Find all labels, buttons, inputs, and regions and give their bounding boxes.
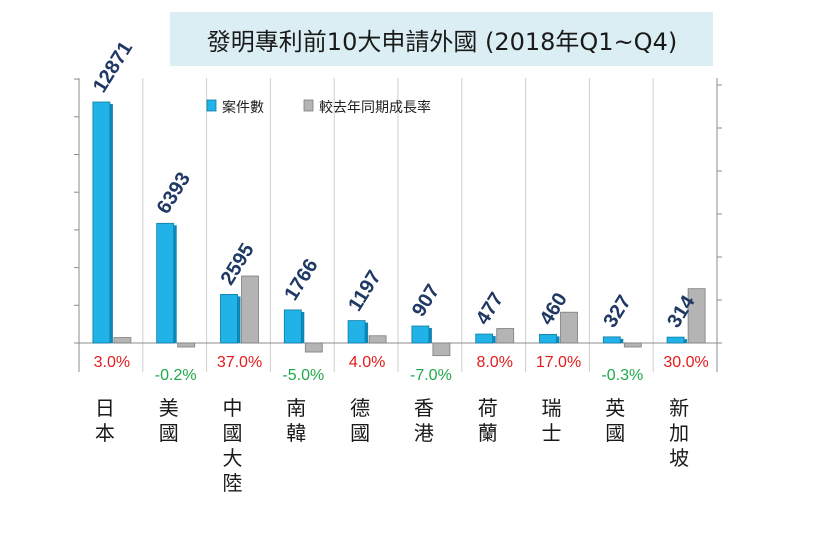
data-label-count: 1197 <box>344 267 386 315</box>
bar-growth <box>623 342 642 348</box>
category-label: 士 <box>542 421 562 445</box>
bar-growth <box>241 275 259 344</box>
category-label: 新 <box>669 396 689 420</box>
legend-swatch-growth <box>303 99 314 112</box>
category-label: 英 <box>605 396 625 420</box>
bar-count <box>220 294 238 344</box>
category-label: 香 <box>414 396 434 420</box>
category-label: 加 <box>669 421 689 445</box>
gridlines <box>142 78 654 372</box>
category-label: 蘭 <box>478 421 498 445</box>
category-label: 國 <box>350 421 370 445</box>
bar-growth <box>177 342 196 348</box>
bar-count-side <box>492 336 496 343</box>
data-label-growth: 30.0% <box>663 354 708 371</box>
category-label: 坡 <box>669 446 689 470</box>
category-label: 陸 <box>223 471 243 495</box>
category-label: 瑞 <box>542 396 562 420</box>
data-label-count: 6393 <box>153 169 195 218</box>
data-label-growth: -5.0% <box>282 367 324 384</box>
bar-count-side <box>620 338 624 343</box>
category-label: 日 <box>95 396 115 420</box>
legend-label-count: 案件數 <box>222 99 264 116</box>
category-label: 國 <box>223 421 243 445</box>
bar-count <box>411 325 430 344</box>
bar-count-side <box>301 311 305 343</box>
data-label-count: 477 <box>472 289 508 329</box>
category-label: 本 <box>95 421 115 445</box>
bars <box>92 101 706 357</box>
data-label-growth: 17.0% <box>536 354 581 371</box>
bar-count-side <box>556 336 560 343</box>
chart-title: 發明專利前10大申請外國 (2018年Q1~Q4) <box>207 28 677 56</box>
bar-count-side <box>237 296 241 343</box>
bar-count <box>283 309 302 344</box>
legend-swatch-count <box>206 99 217 112</box>
bar-growth <box>368 335 387 344</box>
category-label: 大 <box>223 446 243 470</box>
bar-count <box>92 101 111 344</box>
bar-count-side <box>428 328 432 343</box>
data-label-count: 327 <box>599 292 635 332</box>
bar-count <box>602 336 621 344</box>
data-label-growth: 4.0% <box>349 354 385 371</box>
category-label: 國 <box>159 421 179 445</box>
category-label: 德 <box>350 396 370 420</box>
bar-growth <box>432 342 451 357</box>
bar-count <box>475 333 494 344</box>
category-label: 美 <box>159 396 179 420</box>
data-label-growth: 3.0% <box>94 354 130 371</box>
bar-count <box>347 320 366 344</box>
data-label-growth: -0.2% <box>155 367 197 384</box>
chart-title-box <box>170 12 713 66</box>
bar-count <box>666 336 685 344</box>
category-label: 南 <box>286 396 306 420</box>
bar-count <box>156 222 175 344</box>
category-label: 港 <box>414 421 434 445</box>
data-labels: 128713.0%6393-0.2%259537.0%1766-5.0%1197… <box>89 38 709 384</box>
data-label-count: 907 <box>408 281 444 321</box>
bar-count-side <box>109 104 113 343</box>
bar-growth <box>496 328 515 344</box>
data-label-count: 1766 <box>280 255 322 304</box>
data-label-count: 12871 <box>89 38 137 97</box>
category-label: 國 <box>605 421 625 445</box>
data-label-growth: 8.0% <box>476 354 512 371</box>
data-label-growth: 37.0% <box>217 354 262 371</box>
bar-growth <box>304 342 323 353</box>
category-label: 中 <box>223 396 243 420</box>
bar-growth <box>560 311 578 344</box>
data-label-growth: -0.3% <box>601 367 643 384</box>
legend-label-growth: 較去年同期成長率 <box>319 99 431 116</box>
bar-count-side <box>684 339 688 343</box>
legend: 案件數 較去年同期成長率 <box>206 99 431 116</box>
category-label: 荷 <box>478 396 498 420</box>
category-label: 韓 <box>286 421 306 445</box>
data-label-growth: -7.0% <box>410 367 452 384</box>
bar-count-side <box>365 322 369 343</box>
bar-count-side <box>173 225 177 343</box>
bar-count <box>539 333 557 344</box>
bar-growth <box>113 337 132 344</box>
bar-growth <box>687 288 706 344</box>
